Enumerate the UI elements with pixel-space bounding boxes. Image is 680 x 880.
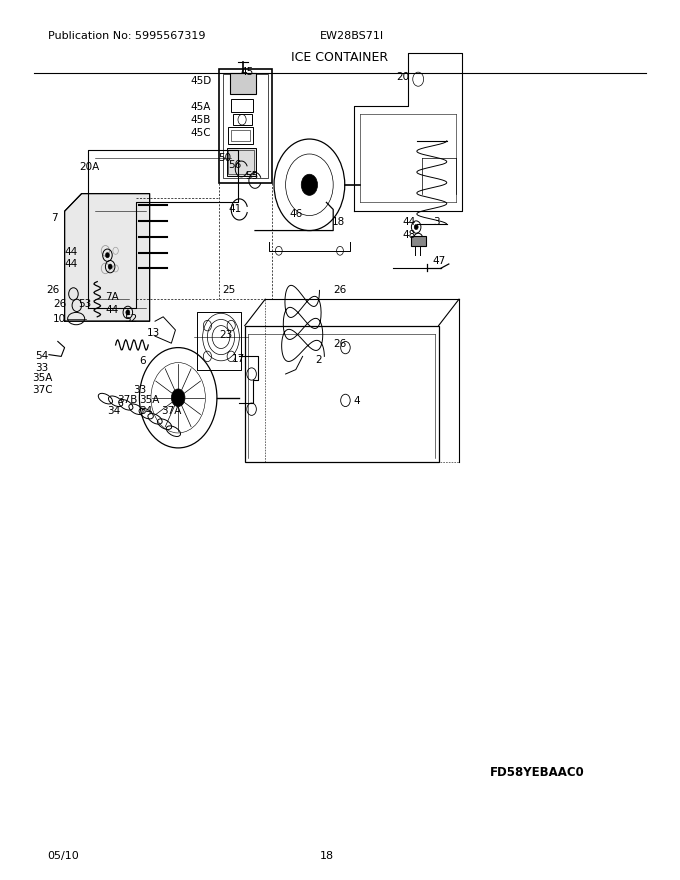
Text: 26: 26 <box>53 298 67 309</box>
Text: 35A: 35A <box>139 394 160 405</box>
Text: 13: 13 <box>146 327 160 338</box>
Text: 50: 50 <box>218 152 231 163</box>
Text: 25: 25 <box>222 285 236 296</box>
Text: 18: 18 <box>320 851 334 861</box>
Circle shape <box>414 224 418 230</box>
Text: 3: 3 <box>433 216 440 227</box>
Text: 45C: 45C <box>190 128 211 138</box>
Circle shape <box>108 264 112 269</box>
Text: 52: 52 <box>124 314 137 325</box>
Circle shape <box>126 310 130 315</box>
Text: 45A: 45A <box>190 102 211 113</box>
Circle shape <box>105 253 109 258</box>
Text: 55: 55 <box>245 171 258 181</box>
Bar <box>228 127 253 144</box>
Text: 7: 7 <box>51 213 58 224</box>
Text: 37B: 37B <box>118 394 138 405</box>
Text: 45D: 45D <box>190 76 211 86</box>
Circle shape <box>416 237 420 242</box>
Polygon shape <box>65 194 150 321</box>
Bar <box>223 74 268 178</box>
Text: 33: 33 <box>35 363 49 373</box>
Text: 20A: 20A <box>80 162 100 172</box>
Text: 17: 17 <box>231 354 245 364</box>
Text: 2: 2 <box>315 355 322 365</box>
Text: 26: 26 <box>46 285 60 296</box>
Text: 20: 20 <box>396 72 409 83</box>
Text: 44: 44 <box>403 216 416 227</box>
Text: ICE CONTAINER: ICE CONTAINER <box>292 51 388 63</box>
Bar <box>227 148 256 176</box>
Text: 48: 48 <box>403 230 416 240</box>
Text: 10: 10 <box>52 313 66 324</box>
Text: 56: 56 <box>228 160 241 171</box>
Bar <box>230 73 256 94</box>
Text: 45: 45 <box>240 67 254 77</box>
Text: 54: 54 <box>35 350 49 361</box>
Text: 44: 44 <box>105 304 119 315</box>
Circle shape <box>301 174 318 195</box>
Text: 7A: 7A <box>105 291 119 302</box>
Text: 34: 34 <box>107 406 121 416</box>
Text: FD58YEBAAC0: FD58YEBAAC0 <box>490 766 584 779</box>
Text: 41: 41 <box>228 203 241 214</box>
Text: Publication No: 5995567319: Publication No: 5995567319 <box>48 31 205 40</box>
Text: 44: 44 <box>65 246 78 257</box>
Text: 6: 6 <box>139 356 146 366</box>
Text: 34: 34 <box>139 406 152 416</box>
Circle shape <box>171 389 185 407</box>
Text: 44: 44 <box>65 259 78 269</box>
Bar <box>231 130 250 141</box>
Text: 26: 26 <box>333 285 347 296</box>
Bar <box>411 236 426 246</box>
Text: 4: 4 <box>354 396 360 407</box>
Bar <box>233 114 252 125</box>
Bar <box>231 99 253 112</box>
Text: 37C: 37C <box>32 385 52 395</box>
Text: 46: 46 <box>289 209 303 219</box>
Text: EW28BS71I: EW28BS71I <box>320 31 384 40</box>
Text: 33: 33 <box>133 385 146 395</box>
Text: 53: 53 <box>78 298 92 309</box>
Text: 47: 47 <box>432 256 445 267</box>
Text: 37A: 37A <box>161 406 182 416</box>
Bar <box>245 326 439 462</box>
Text: 18: 18 <box>332 216 345 227</box>
Text: 05/10: 05/10 <box>48 851 80 861</box>
Bar <box>228 150 254 174</box>
Text: 23: 23 <box>219 330 233 341</box>
Text: 35A: 35A <box>32 373 52 384</box>
Bar <box>219 69 272 183</box>
Text: 45B: 45B <box>190 114 211 125</box>
Text: 26: 26 <box>333 339 347 349</box>
